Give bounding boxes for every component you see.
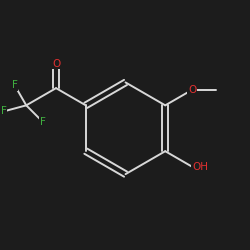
Text: OH: OH — [192, 162, 208, 172]
Text: O: O — [188, 85, 196, 95]
Text: O: O — [52, 58, 60, 68]
Text: F: F — [12, 80, 18, 90]
Text: F: F — [0, 106, 6, 117]
Text: F: F — [40, 117, 46, 127]
